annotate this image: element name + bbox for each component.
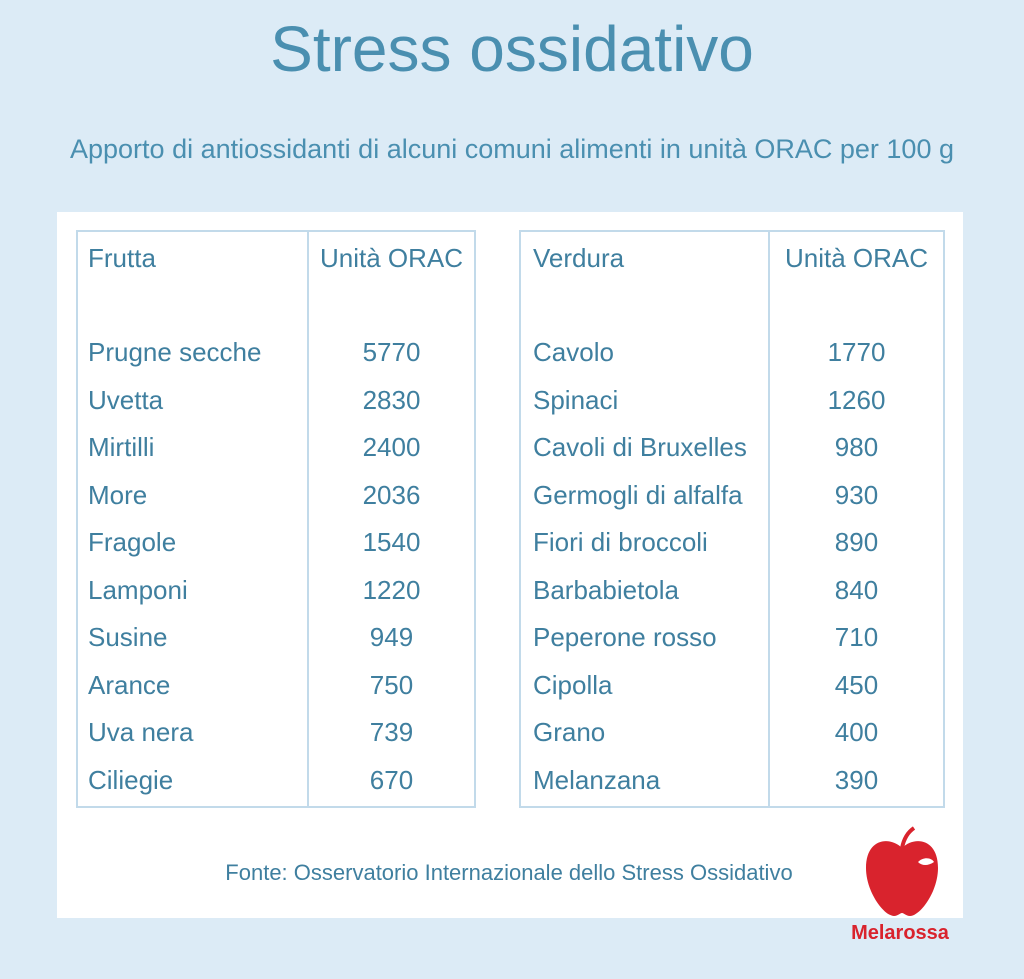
value-cell: 5770 — [362, 337, 421, 367]
value-cell: 949 — [369, 622, 414, 652]
food-cell: Uvetta — [88, 384, 164, 415]
value-cell: 2036 — [362, 479, 421, 510]
value-cell: 710 — [834, 622, 879, 652]
value-cell: 750 — [369, 669, 414, 700]
food-cell: Mirtilli — [88, 432, 155, 462]
vegetable-table: Verdura Unità ORAC Cavolo 1770 Spinaci 1260 Ca… — [519, 230, 945, 808]
value-cell: 739 — [369, 717, 414, 747]
value-cell: 930 — [834, 479, 879, 510]
food-cell: Lamponi — [88, 574, 188, 605]
logo-text: Melarossa — [851, 922, 949, 944]
header-cell: Unità ORAC — [319, 243, 464, 273]
value-cell: 840 — [834, 574, 879, 605]
value-cell: 390 — [834, 764, 879, 795]
title: Stress ossidativo — [270, 13, 754, 85]
food-cell: Cavoli di Bruxelles — [533, 432, 747, 462]
food-cell: Susine — [88, 622, 168, 652]
food-cell: Fragole — [88, 527, 177, 557]
value-cell: 890 — [834, 527, 879, 557]
food-cell: Uva nera — [88, 717, 194, 747]
value-cell: 450 — [834, 669, 879, 700]
header-cell: Verdura — [533, 243, 625, 273]
value-cell: 1770 — [827, 337, 886, 367]
food-cell: Fiori di broccoli — [533, 527, 708, 557]
value-cell: 1260 — [827, 384, 886, 415]
food-cell: Peperone rosso — [533, 622, 717, 652]
value-cell: 670 — [369, 764, 414, 795]
subtitle: Apporto di antiossidanti di alcuni comun… — [70, 134, 954, 164]
food-cell: Grano — [533, 717, 606, 747]
value-cell: 2400 — [362, 432, 421, 462]
panel — [57, 212, 963, 918]
value-cell: 2830 — [362, 384, 421, 415]
food-cell: Prugne secche — [88, 337, 262, 367]
food-cell: Melanzana — [533, 764, 661, 795]
value-cell: 400 — [834, 717, 879, 747]
food-cell: Spinaci — [533, 384, 619, 415]
fruit-table: Frutta Unità ORAC Prugne secche 5770 Uvetta 2… — [76, 230, 476, 808]
food-cell: Cipolla — [533, 669, 613, 700]
header-cell: Unità ORAC — [784, 243, 929, 273]
source: Fonte: Osservatorio Internazionale dello… — [225, 860, 793, 885]
value-cell: 1540 — [362, 527, 421, 557]
food-cell: Cavolo — [533, 337, 614, 367]
food-cell: Barbabietola — [533, 574, 679, 605]
value-cell: 980 — [834, 432, 879, 462]
divider — [307, 232, 309, 806]
food-cell: Germogli di alfalfa — [533, 479, 743, 510]
logo-icon — [866, 826, 938, 916]
food-cell: More — [88, 479, 148, 510]
divider — [768, 232, 770, 806]
food-cell: Ciliegie — [88, 764, 174, 795]
header-cell: Frutta — [88, 243, 156, 273]
value-cell: 1220 — [362, 574, 421, 605]
food-cell: Arance — [88, 669, 171, 700]
